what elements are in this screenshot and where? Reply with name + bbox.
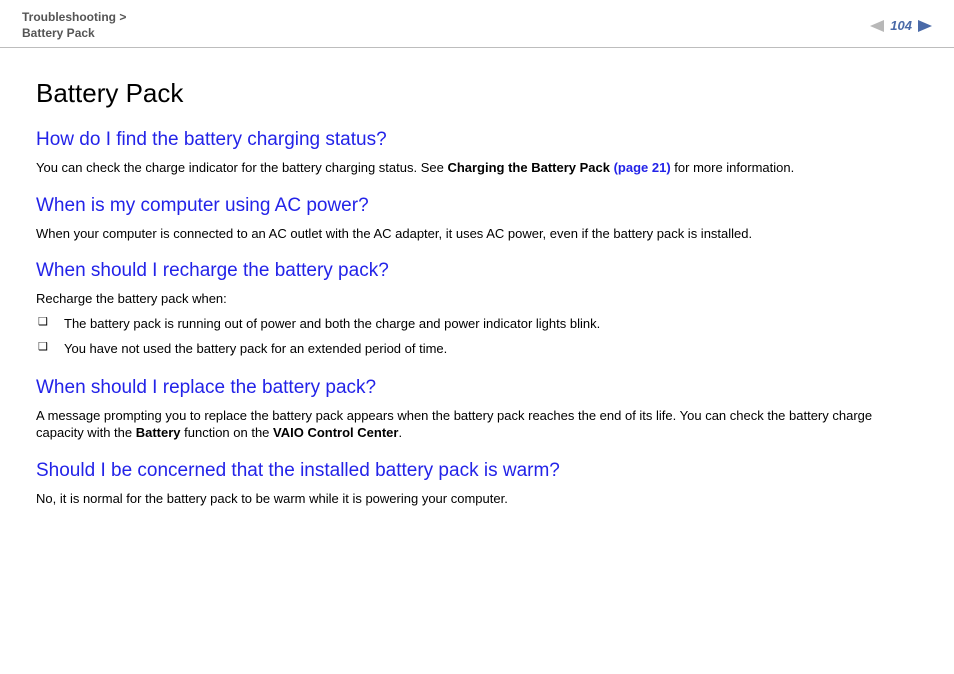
nav-next-icon[interactable] bbox=[918, 20, 932, 32]
question-heading: When should I recharge the battery pack? bbox=[36, 260, 918, 282]
text-segment: You can check the charge indicator for t… bbox=[36, 160, 447, 175]
nav-prev-icon[interactable] bbox=[870, 20, 884, 32]
page-title: Battery Pack bbox=[36, 78, 918, 109]
question-heading: Should I be concerned that the installed… bbox=[36, 460, 918, 482]
body-text: You can check the charge indicator for t… bbox=[36, 159, 918, 177]
body-text: When your computer is connected to an AC… bbox=[36, 225, 918, 243]
page-number: 104 bbox=[890, 18, 912, 33]
page-header: Troubleshooting > Battery Pack 104 bbox=[0, 0, 954, 48]
page-link[interactable]: (page 21) bbox=[614, 160, 671, 175]
page-content: Battery Pack How do I find the battery c… bbox=[0, 48, 954, 507]
text-bold: VAIO Control Center bbox=[273, 425, 398, 440]
body-text: No, it is normal for the battery pack to… bbox=[36, 490, 918, 508]
page-nav: 104 bbox=[870, 10, 932, 33]
breadcrumb-line-1: Troubleshooting > bbox=[22, 10, 126, 26]
text-segment: . bbox=[398, 425, 402, 440]
breadcrumb: Troubleshooting > Battery Pack bbox=[22, 10, 126, 41]
breadcrumb-line-2: Battery Pack bbox=[22, 26, 126, 42]
body-text: Recharge the battery pack when: bbox=[36, 290, 918, 308]
question-heading: How do I find the battery charging statu… bbox=[36, 129, 918, 151]
text-segment: for more information. bbox=[671, 160, 795, 175]
bullet-list: The battery pack is running out of power… bbox=[36, 314, 918, 359]
text-bold: Charging the Battery Pack bbox=[447, 160, 613, 175]
text-bold: Battery bbox=[136, 425, 181, 440]
question-heading: When is my computer using AC power? bbox=[36, 195, 918, 217]
question-heading: When should I replace the battery pack? bbox=[36, 377, 918, 399]
body-text: A message prompting you to replace the b… bbox=[36, 407, 918, 442]
list-item: You have not used the battery pack for a… bbox=[36, 339, 918, 359]
text-segment: function on the bbox=[181, 425, 274, 440]
list-item: The battery pack is running out of power… bbox=[36, 314, 918, 334]
